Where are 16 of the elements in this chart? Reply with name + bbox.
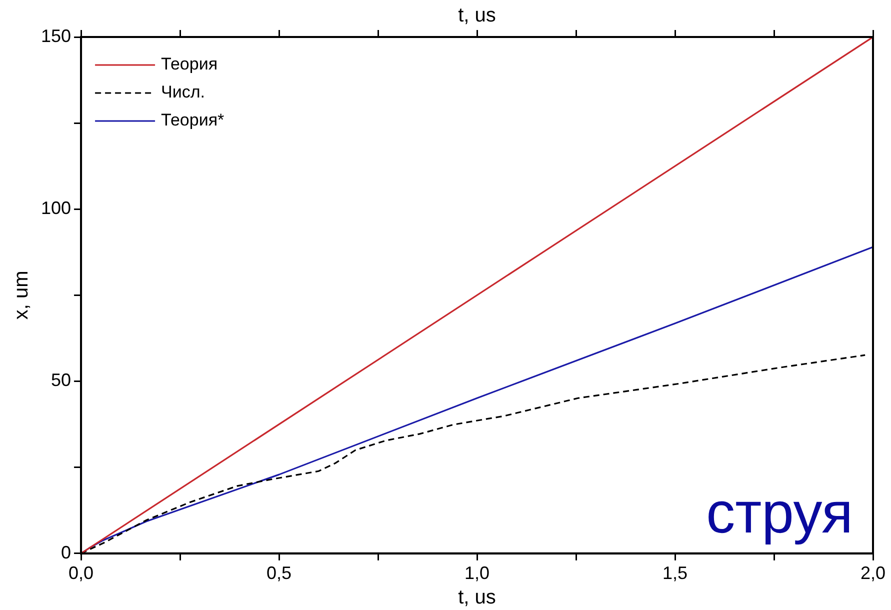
annotation: струя: [706, 480, 853, 546]
y-tick-label: 0: [61, 542, 72, 562]
x-tick-label: 1,0: [464, 563, 490, 584]
y-tick-label: 150: [40, 26, 72, 46]
x-tick-label: 0,0: [68, 563, 94, 584]
x2-axis-title: t, us: [458, 4, 496, 27]
y-axis-title: x, um: [10, 270, 33, 320]
y-tick-label: 100: [40, 198, 72, 218]
x-tick-label: 2,0: [860, 563, 886, 584]
legend-label: Теория*: [161, 110, 225, 130]
legend-label: Числ.: [161, 82, 206, 102]
legend-label: Теория: [161, 54, 218, 74]
x-tick-label: 0,5: [266, 563, 292, 584]
x-tick-label: 1,5: [662, 563, 688, 584]
y-tick-label: 50: [51, 370, 72, 390]
x-axis-title: t, us: [458, 586, 496, 609]
